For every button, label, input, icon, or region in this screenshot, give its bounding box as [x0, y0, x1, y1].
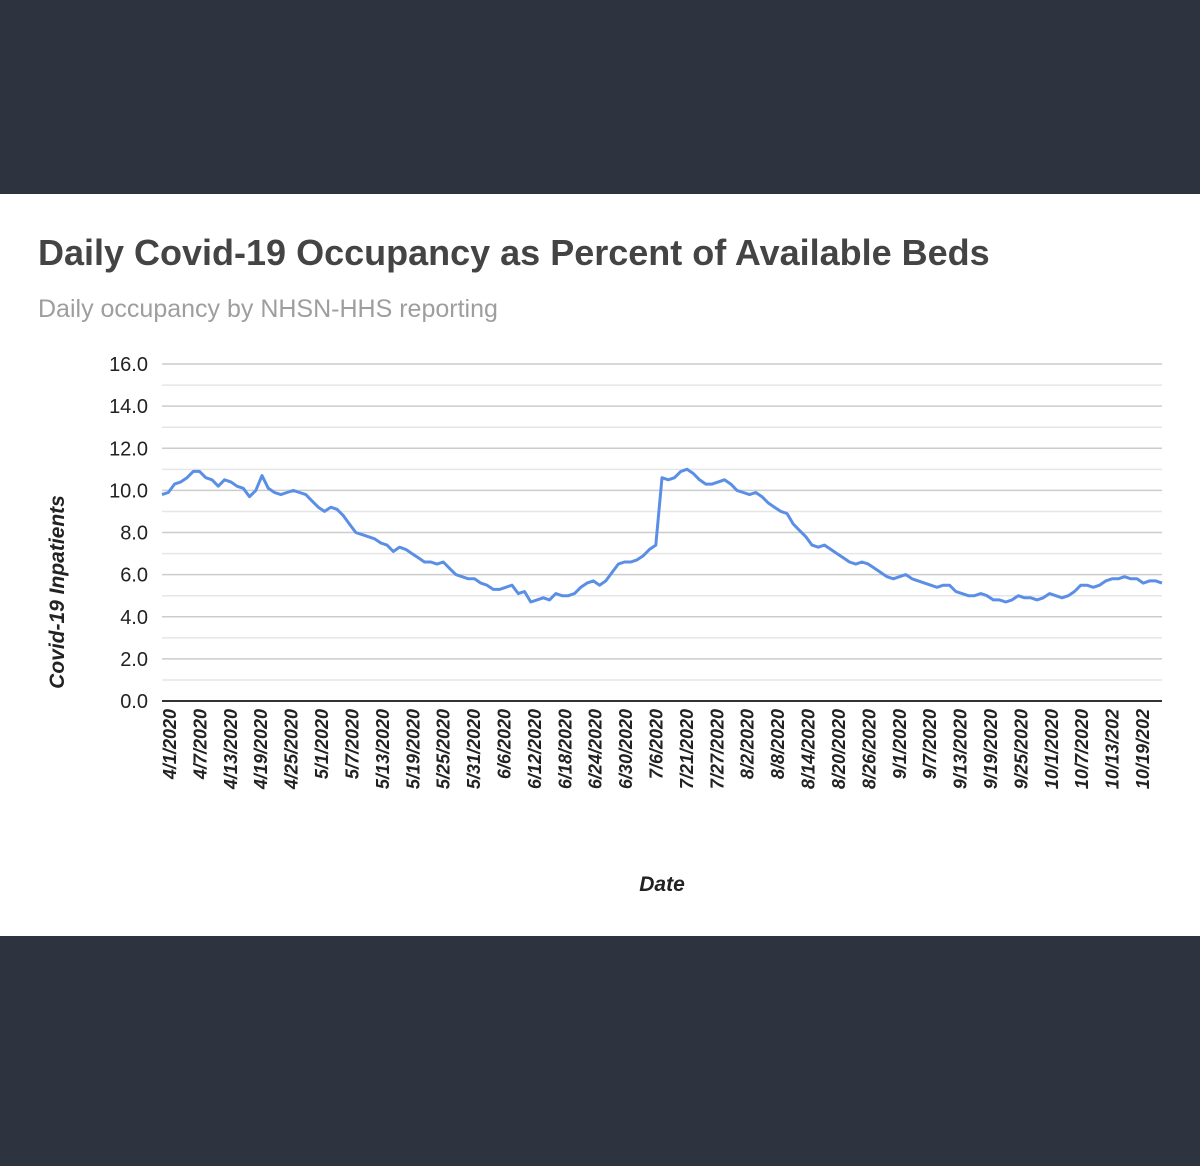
x-tick-label: 5/1/2020	[312, 709, 332, 779]
x-tick-label: 4/25/2020	[282, 709, 302, 790]
x-tick-label: 6/18/2020	[555, 709, 575, 789]
y-tick-label: 4.0	[120, 607, 148, 629]
x-tick-label: 5/19/2020	[403, 709, 423, 789]
y-axis-title: Covid-19 Inpatients	[46, 495, 69, 689]
x-tick-label: 9/7/2020	[920, 709, 940, 779]
x-tick-label: 7/6/2020	[647, 709, 667, 779]
x-tick-label: 5/25/2020	[434, 709, 454, 789]
x-tick-label: 6/30/2020	[616, 709, 636, 789]
x-tick-label: 5/7/2020	[342, 709, 362, 779]
y-tick-label: 2.0	[120, 649, 148, 671]
x-axis-ticks: 4/1/2020 4/7/2020 4/13/2020 4/19/2020 4/25/2…	[160, 709, 1153, 790]
series-line-occupancy	[161, 467, 1163, 604]
x-tick-label: 9/25/2020	[1011, 709, 1031, 789]
x-tick-label: 4/13/2020	[221, 709, 241, 790]
x-tick-label: 6/12/2020	[525, 709, 545, 789]
x-tick-label: 9/19/2020	[981, 709, 1001, 789]
x-tick-label: 8/14/2020	[799, 709, 819, 789]
x-tick-label: 8/2/2020	[738, 709, 758, 779]
line-chart: 0.0 2.0 4.0 6.0 8.0 10.0 12.0 14.0 16.0 4/1/2020…	[46, 354, 1163, 896]
x-tick-label: 7/21/2020	[677, 709, 697, 789]
x-tick-label: 4/7/2020	[190, 709, 210, 780]
x-tick-label: 5/13/2020	[373, 709, 393, 789]
x-tick-label: 9/1/2020	[890, 709, 910, 779]
x-tick-label: 8/26/2020	[859, 709, 879, 789]
chart-title: Daily Covid-19 Occupancy as Percent of A…	[38, 232, 990, 273]
x-tick-label: 10/1/2020	[1042, 709, 1062, 789]
y-tick-label: 6.0	[120, 565, 148, 587]
chart-subtitle: Daily occupancy by NHSN-HHS reporting	[38, 295, 498, 323]
y-tick-label: 14.0	[109, 396, 148, 418]
chart-panel: 0.0 2.0 4.0 6.0 8.0 10.0 12.0 14.0 16.0 4/1/2020…	[0, 194, 1200, 936]
x-tick-label: 6/24/2020	[586, 709, 606, 789]
x-tick-label: 10/7/2020	[1072, 709, 1092, 789]
x-tick-label: 4/19/2020	[251, 709, 271, 790]
x-tick-label: 9/13/2020	[951, 709, 971, 789]
x-tick-label: 5/31/2020	[464, 709, 484, 789]
x-tick-label: 4/1/2020	[160, 709, 180, 780]
x-tick-label: 10/13/202	[1103, 709, 1123, 789]
y-tick-label: 0.0	[120, 691, 148, 713]
x-tick-label: 10/19/202	[1133, 709, 1153, 789]
gridlines	[162, 363, 1162, 702]
y-tick-label: 10.0	[109, 480, 148, 502]
y-tick-label: 16.0	[109, 354, 148, 376]
x-axis-title: Date	[639, 873, 685, 896]
x-tick-label: 8/8/2020	[768, 709, 788, 779]
x-tick-label: 8/20/2020	[829, 709, 849, 789]
y-tick-label: 12.0	[109, 438, 148, 460]
y-axis-ticks: 0.0 2.0 4.0 6.0 8.0 10.0 12.0 14.0 16.0	[109, 354, 148, 713]
x-tick-label: 7/27/2020	[707, 709, 727, 789]
x-tick-label: 6/6/2020	[494, 709, 514, 779]
y-tick-label: 8.0	[120, 523, 148, 545]
